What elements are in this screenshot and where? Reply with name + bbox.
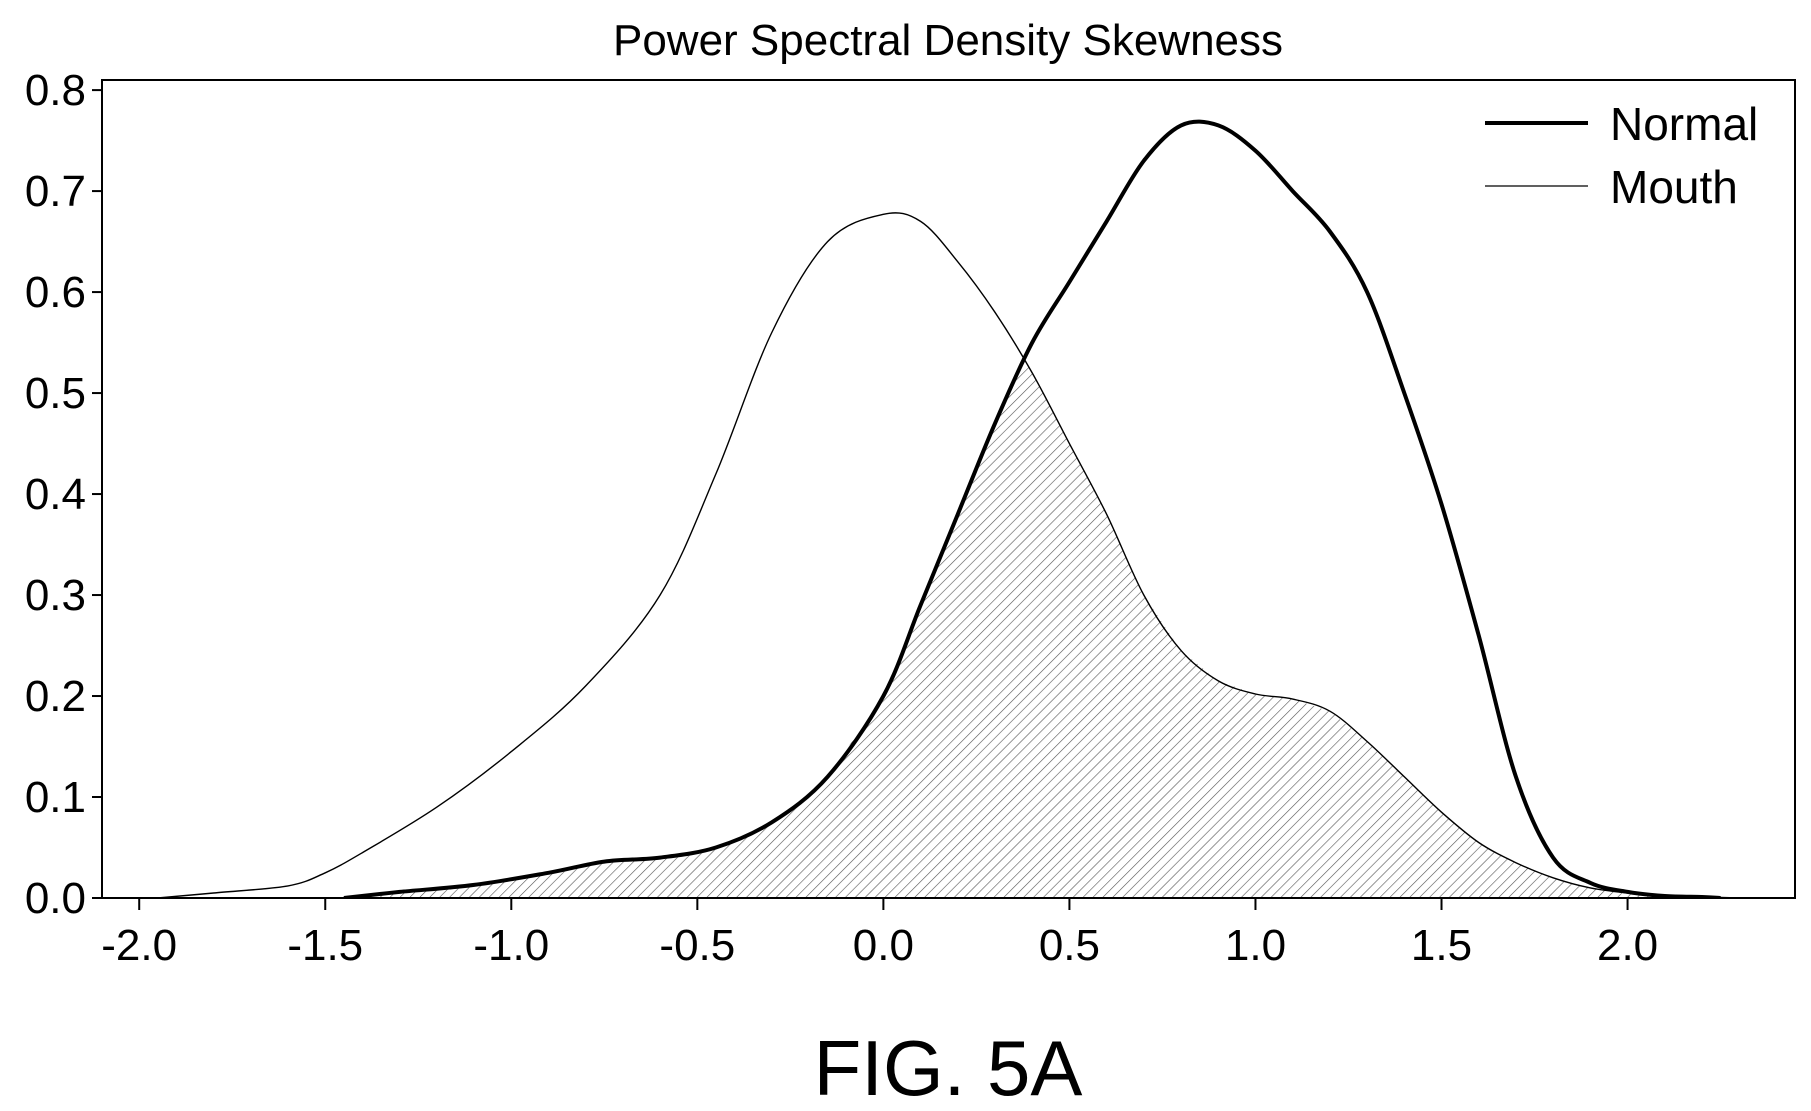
y-tick-label: 0.3: [25, 571, 86, 620]
x-tick-label: -0.5: [659, 921, 735, 970]
series-line-mouth: [157, 212, 1740, 898]
chart-title: Power Spectral Density Skewness: [613, 16, 1283, 65]
x-tick-label: 0.0: [853, 921, 914, 970]
x-tick-label: 1.0: [1225, 921, 1286, 970]
y-tick-label: 0.5: [25, 369, 86, 418]
y-tick-label: 0.8: [25, 66, 86, 115]
y-tick-label: 0.2: [25, 672, 86, 721]
y-tick-label: 0.1: [25, 773, 86, 822]
x-tick-label: -2.0: [101, 921, 177, 970]
x-tick-label: 1.5: [1411, 921, 1472, 970]
legend: Normal Mouth: [1485, 98, 1758, 213]
y-tick-label: 0.6: [25, 268, 86, 317]
x-tick-label: 0.5: [1039, 921, 1100, 970]
x-tick-label: -1.0: [473, 921, 549, 970]
plot-frame: [101, 79, 1796, 899]
y-axis: 0.0 0.1 0.2 0.3 0.4 0.5 0.6 0.7 0.8: [25, 66, 102, 923]
x-tick-label: 2.0: [1597, 921, 1658, 970]
series-line-normal: [343, 119, 1721, 898]
overlap-hatched-area: [343, 362, 1721, 898]
x-axis: -2.0 -1.5 -1.0 -0.5 0.0 0.5 1.0 1.5 2.0: [101, 898, 1658, 970]
y-tick-label: 0.0: [25, 874, 86, 923]
legend-label-mouth: Mouth: [1610, 161, 1738, 213]
y-tick-label: 0.7: [25, 167, 86, 216]
figure-caption: FIG. 5A: [814, 1024, 1083, 1111]
legend-label-normal: Normal: [1610, 98, 1758, 150]
series-layer: [157, 119, 1740, 898]
y-tick-label: 0.4: [25, 470, 86, 519]
x-tick-label: -1.5: [287, 921, 363, 970]
